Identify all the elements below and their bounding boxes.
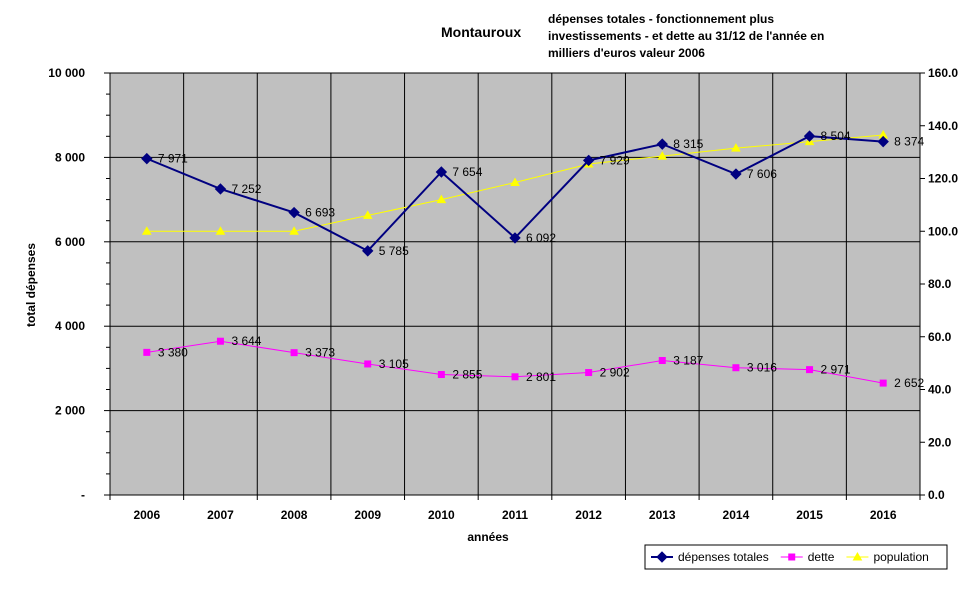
data-point-population bbox=[289, 226, 299, 235]
data-label-depenses-totales: 7 606 bbox=[747, 167, 777, 181]
x-tick-label: 2006 bbox=[133, 508, 160, 522]
data-label-dette: 3 187 bbox=[673, 354, 703, 368]
y-left-tick-label: 6 000 bbox=[55, 235, 85, 249]
data-point-depenses-totales bbox=[509, 232, 521, 244]
legend: dépenses totales dette population bbox=[644, 544, 948, 570]
data-point-depenses-totales bbox=[730, 168, 742, 180]
chart-subtitle-line-2: investissements - et dette au 31/12 de l… bbox=[548, 29, 824, 43]
data-point-depenses-totales bbox=[803, 130, 816, 142]
data-label-dette: 3 644 bbox=[231, 334, 261, 348]
data-label-dette: 3 380 bbox=[158, 345, 188, 359]
data-label-depenses-totales: 7 929 bbox=[600, 153, 630, 167]
y-axis-label: total dépenses bbox=[24, 243, 38, 327]
data-point-dette bbox=[585, 369, 593, 377]
data-point-dette bbox=[437, 371, 445, 379]
data-point-depenses-totales bbox=[141, 152, 153, 165]
data-label-dette: 3 373 bbox=[305, 346, 335, 360]
legend-label-population: population bbox=[873, 550, 928, 564]
data-label-depenses-totales: 7 971 bbox=[158, 152, 188, 166]
data-point-depenses-totales bbox=[288, 206, 300, 219]
data-point-population bbox=[436, 194, 447, 204]
data-point-dette bbox=[806, 366, 814, 374]
x-tick-label: 2010 bbox=[428, 508, 455, 522]
y-right-tick-label: 120.0 bbox=[928, 172, 958, 186]
data-point-depenses-totales bbox=[214, 183, 227, 195]
data-point-population bbox=[510, 177, 520, 186]
y-right-tick-label: 40.0 bbox=[928, 383, 952, 397]
legend-label-dette: dette bbox=[808, 550, 835, 564]
y-right-tick-label: 160.0 bbox=[928, 66, 958, 80]
data-label-dette: 2 801 bbox=[526, 370, 556, 384]
data-label-depenses-totales: 7 654 bbox=[452, 165, 482, 179]
data-point-depenses-totales bbox=[877, 135, 889, 148]
x-tick-label: 2016 bbox=[870, 508, 897, 522]
data-label-depenses-totales: 8 374 bbox=[894, 135, 924, 149]
data-point-population bbox=[215, 226, 226, 235]
x-tick-label: 2013 bbox=[649, 508, 676, 522]
y-right-tick-label: 0.0 bbox=[928, 488, 945, 502]
data-point-dette bbox=[658, 357, 666, 365]
y-left-tick-label: 8 000 bbox=[55, 150, 85, 164]
chart-title: Montauroux bbox=[441, 24, 521, 40]
data-point-dette bbox=[879, 379, 887, 387]
y-left-tick-label: - bbox=[81, 488, 85, 502]
data-point-depenses-totales bbox=[582, 154, 595, 167]
data-point-dette bbox=[143, 348, 151, 356]
y-right-tick-label: 20.0 bbox=[928, 435, 952, 449]
y-axis-right-ticks: 0.0 20.0 40.0 60.0 80.0 100.0 120.0 140.0 160.0 bbox=[928, 66, 958, 502]
x-tick-label: 2011 bbox=[502, 508, 528, 522]
data-label-depenses-totales: 6 092 bbox=[526, 231, 556, 245]
data-label-depenses-totales: 8 504 bbox=[821, 129, 851, 143]
data-label-dette: 3 016 bbox=[747, 361, 777, 375]
y-left-tick-label: 10 000 bbox=[48, 66, 85, 80]
data-point-depenses-totales bbox=[362, 245, 374, 257]
data-labels: 3 380 3 644 3 373 3 105 2 855 2 801 2 902 3 187… bbox=[158, 129, 925, 390]
x-tick-label: 2014 bbox=[723, 508, 750, 522]
data-label-dette: 3 105 bbox=[379, 357, 409, 371]
legend-marker-dette bbox=[788, 553, 796, 561]
x-tick-label: 2015 bbox=[796, 508, 823, 522]
data-label-depenses-totales: 7 252 bbox=[231, 182, 261, 196]
data-point-dette bbox=[364, 360, 372, 368]
x-tick-label: 2007 bbox=[207, 508, 234, 522]
data-point-dette bbox=[216, 337, 224, 345]
legend-label-depenses-totales: dépenses totales bbox=[678, 550, 769, 564]
data-label-depenses-totales: 6 693 bbox=[305, 206, 335, 220]
data-label-dette: 2 652 bbox=[894, 376, 924, 390]
y-right-tick-label: 80.0 bbox=[928, 277, 952, 291]
data-point-dette bbox=[290, 349, 298, 357]
data-point-dette bbox=[511, 373, 519, 381]
data-label-dette: 2 855 bbox=[452, 368, 482, 382]
y-axis-left-ticks: - 2 000 4 000 6 000 8 000 10 000 bbox=[48, 66, 85, 502]
y-right-tick-label: 100.0 bbox=[928, 224, 958, 238]
data-label-dette: 2 971 bbox=[821, 363, 851, 377]
axes bbox=[104, 72, 925, 500]
plot-area bbox=[110, 73, 920, 495]
x-axis-label: années bbox=[467, 530, 509, 544]
data-point-dette bbox=[732, 364, 740, 372]
x-tick-label: 2008 bbox=[281, 508, 308, 522]
data-point-population bbox=[362, 210, 373, 219]
legend-marker-population bbox=[852, 551, 863, 561]
chart-subtitle-line-3: milliers d'euros valeur 2006 bbox=[548, 46, 705, 60]
y-left-tick-label: 2 000 bbox=[55, 404, 85, 418]
x-tick-label: 2012 bbox=[575, 508, 602, 522]
data-label-depenses-totales: 8 315 bbox=[673, 137, 703, 151]
x-axis-ticks: 2006 2007 2008 2009 2010 2011 2012 2013 2014 2015… bbox=[133, 508, 896, 522]
x-tick-label: 2009 bbox=[354, 508, 381, 522]
series-layer bbox=[141, 129, 889, 387]
legend-marker-depenses-totales bbox=[656, 551, 668, 563]
data-point-population bbox=[141, 226, 152, 235]
data-point-depenses-totales bbox=[656, 138, 668, 150]
y-right-tick-label: 140.0 bbox=[928, 119, 958, 133]
data-point-population bbox=[731, 143, 741, 152]
data-label-depenses-totales: 5 785 bbox=[379, 244, 409, 258]
data-point-population bbox=[657, 151, 668, 160]
data-point-depenses-totales bbox=[435, 166, 448, 178]
chart-subtitle-line-1: dépenses totales - fonctionnement plus bbox=[548, 12, 774, 26]
data-label-dette: 2 902 bbox=[600, 366, 630, 380]
y-right-tick-label: 60.0 bbox=[928, 330, 952, 344]
y-left-tick-label: 4 000 bbox=[55, 319, 85, 333]
